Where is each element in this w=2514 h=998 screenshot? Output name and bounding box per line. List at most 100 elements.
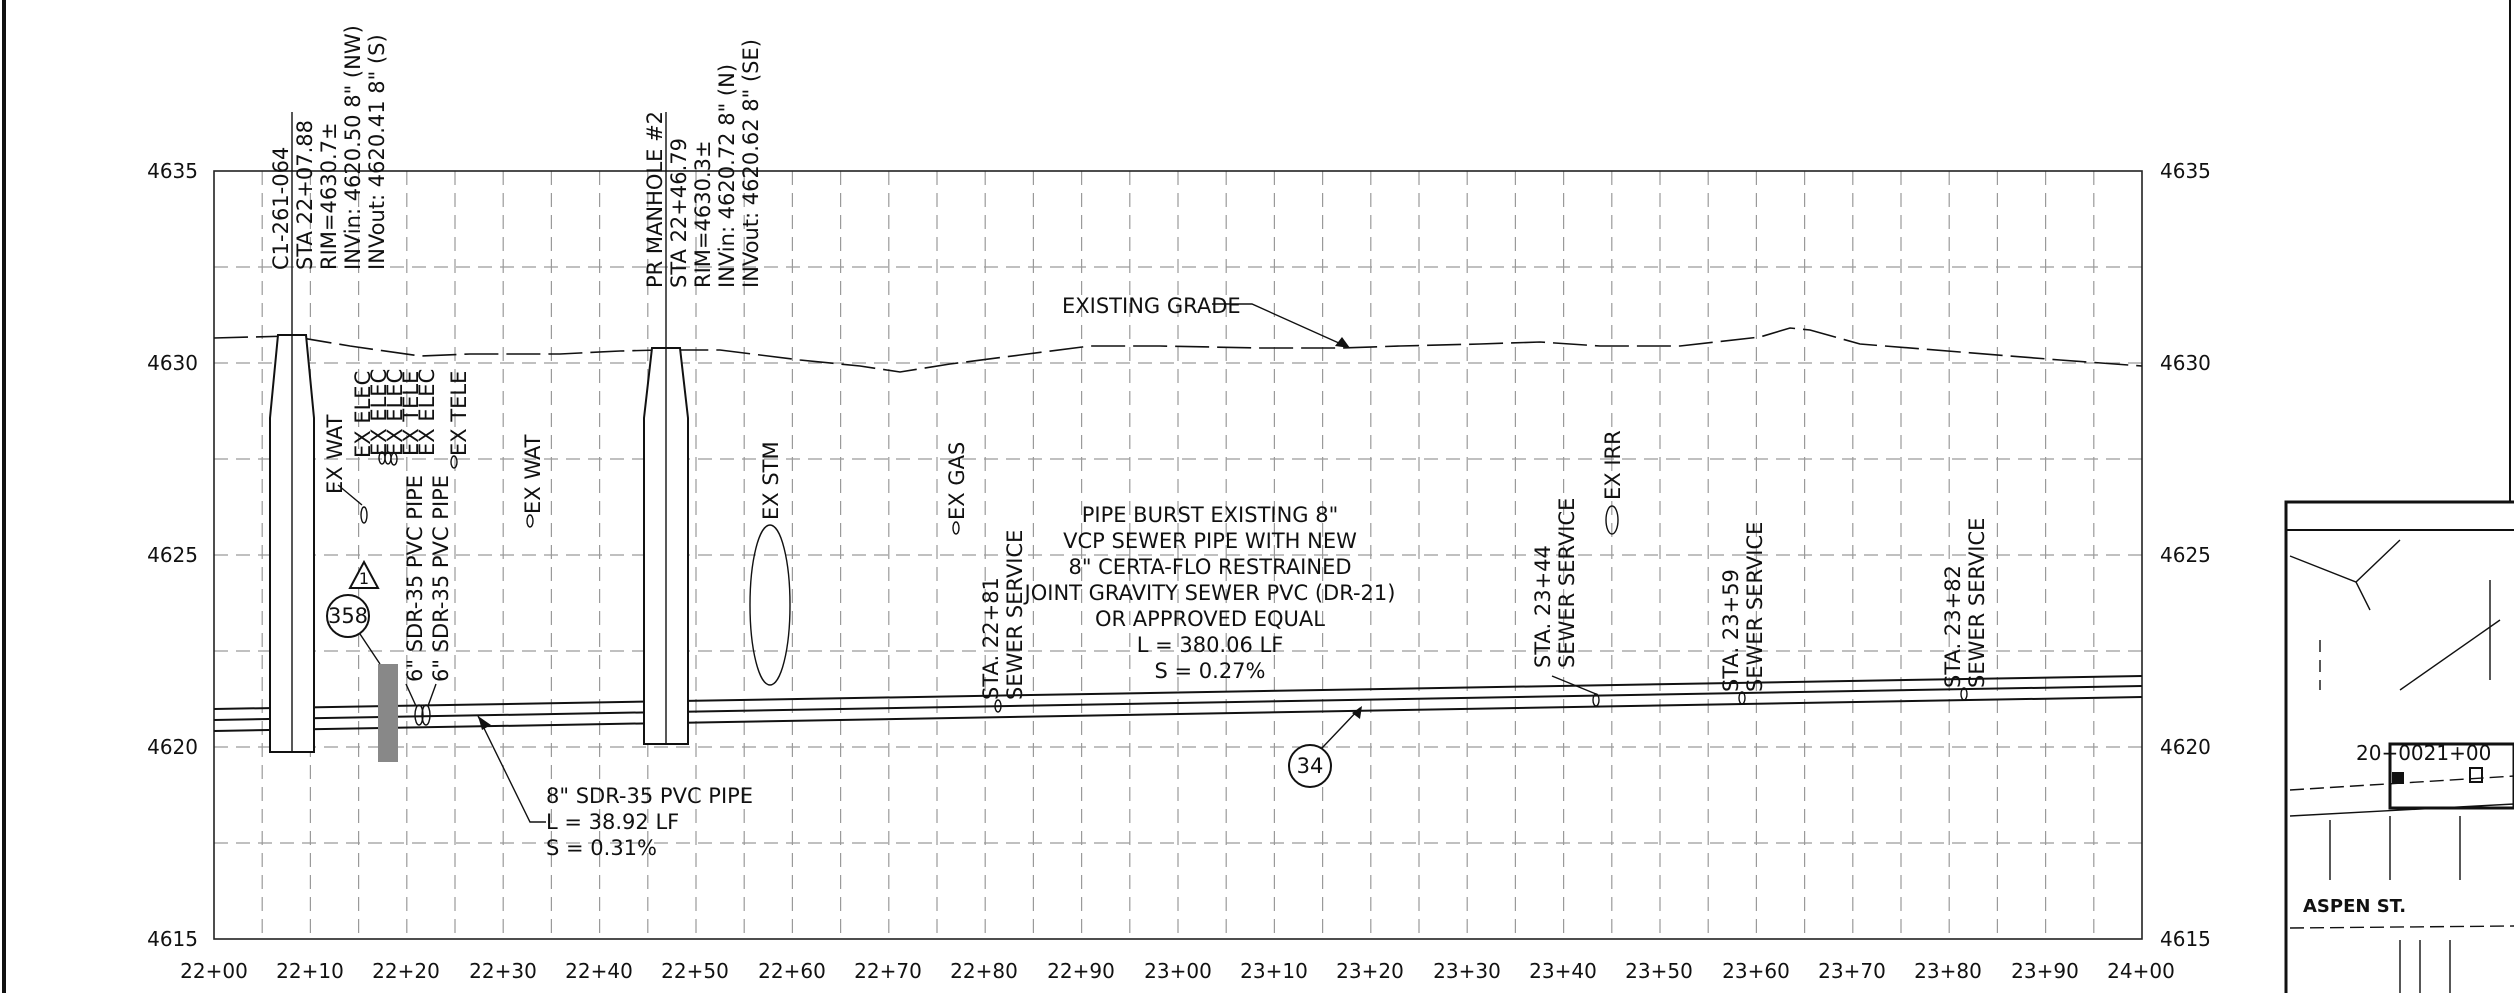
- service-station: STA. 22+81: [979, 577, 1003, 700]
- callout-34: [1288, 744, 1332, 788]
- mh1-inv-in: INVin: 4620.50 8" (NW): [341, 25, 365, 270]
- service-label: SEWER SERVICE: [1555, 498, 1579, 668]
- pvc-6-label: 6" SDR-35 PVC PIPE: [429, 475, 453, 682]
- station-label: 22+40: [565, 959, 633, 983]
- callout-358-text: 358: [328, 604, 368, 628]
- profile-frame: [213, 170, 2143, 940]
- grid-horizontal: [214, 266, 2142, 844]
- elev-label: 4615: [147, 927, 198, 951]
- ex-wat-label: EX WAT: [323, 414, 347, 494]
- station-label: 23+10: [1240, 959, 1308, 983]
- service-label: SEWER SERVICE: [1743, 522, 1767, 692]
- station-label: 22+50: [661, 959, 729, 983]
- station-labels: 22+00 22+10 22+20 22+30 22+40 22+50 22+6…: [180, 959, 2175, 983]
- service-station: STA. 23+44: [1531, 545, 1555, 668]
- station-label: 24+00: [2107, 959, 2175, 983]
- callout-34-leader: [1321, 707, 1361, 749]
- pipe-8-note-line: 8" SDR-35 PVC PIPE: [546, 784, 753, 808]
- leader-arrowhead: [1335, 337, 1350, 348]
- ex-elec-label: EX ELEC: [351, 371, 375, 458]
- station-label: 22+60: [758, 959, 826, 983]
- elev-label: 4620: [2160, 735, 2211, 759]
- existing-grade-label: EXISTING GRADE: [1062, 294, 1241, 318]
- elevation-labels-left: 4635 4630 4625 4620 4615: [147, 159, 198, 951]
- sewer-services: STA. 22+81 SEWER SERVICE STA. 23+44 SEWE…: [979, 498, 1989, 713]
- station-label: 22+90: [1047, 959, 1115, 983]
- svg-text:VCP SEWER PIPE WITH NEW: VCP SEWER PIPE WITH NEW: [1063, 529, 1357, 553]
- station-label: 23+50: [1625, 959, 1693, 983]
- elev-label: 4625: [2160, 543, 2211, 567]
- ex-tele-label: EX TELE: [399, 371, 423, 456]
- svg-text:8" CERTA-FLO RESTRAINED: 8" CERTA-FLO RESTRAINED: [1068, 555, 1351, 579]
- elev-label: 4635: [2160, 159, 2211, 183]
- elev-label: 4630: [2160, 351, 2211, 375]
- delta-marker-text: 1: [359, 569, 369, 588]
- callout-34-text: 34: [1297, 754, 1324, 778]
- station-label: 22+80: [950, 959, 1018, 983]
- service-label: SEWER SERVICE: [1965, 518, 1989, 688]
- key-map-stations: 20+0021+00: [2356, 741, 2491, 765]
- mh1-station: STA 22+07.88: [293, 120, 317, 270]
- utility-crossings: EX WAT EX ELEC EX ELEC EX ELEC EX TELE E…: [323, 369, 1625, 686]
- key-map-inset: 20+0021+00 ASPEN ST.: [2284, 0, 2514, 998]
- svg-text:PIPE BURST EXISTING 8": PIPE BURST EXISTING 8": [1082, 503, 1339, 527]
- service-station: STA. 23+82: [1941, 565, 1965, 688]
- pipe-8-note-line: L = 38.92 LF: [546, 810, 679, 834]
- ex-stm-label: EX STM: [759, 441, 783, 520]
- elev-label: 4635: [147, 159, 198, 183]
- manhole-2: [643, 112, 689, 745]
- ex-wat-label: EX WAT: [521, 434, 545, 514]
- station-label: 22+70: [854, 959, 922, 983]
- ex-irr-label: EX IRR: [1601, 430, 1625, 500]
- pvc-service-pipes: 6" SDR-35 PVC PIPE 6" SDR-35 PVC PIPE: [403, 475, 453, 726]
- mh1-id: C1-261-064: [269, 147, 293, 270]
- station-label: 23+90: [2011, 959, 2079, 983]
- mh1-rim: RIM=4630.7±: [317, 122, 341, 270]
- mh2-station: STA 22+46.79: [667, 138, 691, 288]
- ex-stm-pipe: [749, 524, 791, 686]
- street-label: ASPEN ST.: [2303, 896, 2406, 917]
- svg-text:S = 0.27%: S = 0.27%: [1155, 659, 1266, 683]
- pipe-8-note-line: S = 0.31%: [546, 836, 657, 860]
- existing-grade-leader: [1212, 303, 1351, 349]
- station-label: 22+20: [372, 959, 440, 983]
- ex-elec-label: EX ELEC: [415, 369, 439, 456]
- station-label: 22+10: [276, 959, 344, 983]
- elev-label: 4630: [147, 351, 198, 375]
- station-label: 23+20: [1336, 959, 1404, 983]
- ex-elec-label: EX ELEC: [367, 369, 391, 456]
- delta-marker: [348, 559, 380, 589]
- station-label: 23+30: [1433, 959, 1501, 983]
- elev-label: 4625: [147, 543, 198, 567]
- concrete-block: [378, 664, 398, 762]
- existing-grade-line: [213, 327, 2143, 373]
- callout-358-leader: [359, 633, 381, 665]
- station-label: 23+40: [1529, 959, 1597, 983]
- station-label: 23+00: [1144, 959, 1212, 983]
- elev-label: 4615: [2160, 927, 2211, 951]
- callout-358: [326, 594, 370, 638]
- elevation-labels-right: 4635 4630 4625 4620 4615: [2160, 159, 2211, 951]
- pipe-burst-note: PIPE BURST EXISTING 8" VCP SEWER PIPE WI…: [1023, 503, 1396, 683]
- mh2-id: PR MANHOLE #2: [643, 111, 667, 288]
- manhole-1: [269, 112, 315, 753]
- station-label: 22+30: [469, 959, 537, 983]
- station-label: 23+80: [1914, 959, 1982, 983]
- ex-gas-label: EX GAS: [945, 442, 969, 520]
- svg-text:OR APPROVED EQUAL: OR APPROVED EQUAL: [1095, 607, 1325, 631]
- elev-label: 4620: [147, 735, 198, 759]
- service-station: STA. 23+59: [1719, 569, 1743, 692]
- station-label: 23+60: [1722, 959, 1790, 983]
- ex-elec-label: EX ELEC: [383, 369, 407, 456]
- station-label: 22+00: [180, 959, 248, 983]
- pipe-8-leader: [477, 715, 546, 823]
- station-label: 23+70: [1818, 959, 1886, 983]
- service-label: SEWER SERVICE: [1003, 530, 1027, 700]
- mh2-inv-out: INVout: 4620.62 8" (SE): [739, 39, 763, 288]
- ex-tele-label: EX TELE: [447, 371, 471, 456]
- pvc-6-label: 6" SDR-35 PVC PIPE: [403, 475, 427, 682]
- svg-text:L = 380.06 LF: L = 380.06 LF: [1137, 633, 1284, 657]
- svg-text:JOINT GRAVITY SEWER PVC (DR-21: JOINT GRAVITY SEWER PVC (DR-21): [1023, 581, 1396, 605]
